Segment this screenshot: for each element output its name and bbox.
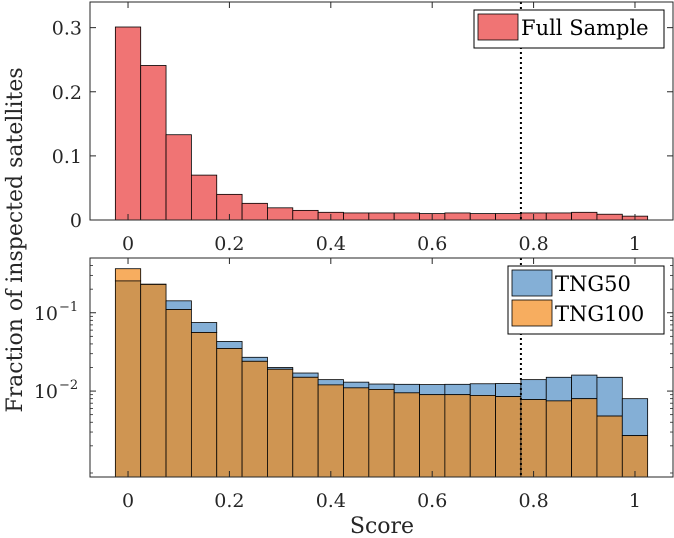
y-tick-label-exponent: −1 (59, 300, 78, 315)
bar-full-sample (114, 26, 142, 221)
bar-full-sample (190, 174, 218, 221)
y-tick-label-exponent: −2 (59, 378, 78, 393)
top-panel: 0 0.2 0.4 0.6 0.8 1 0 0.1 0.2 0.3 Full Sample (52, 1, 674, 255)
bar-tng50 (571, 374, 598, 400)
bar-tng50 (469, 383, 496, 396)
bar-tng50 (190, 322, 218, 333)
x-tick-label: 0.4 (316, 233, 346, 255)
bar-tng50 (419, 384, 446, 396)
bar-full-sample (241, 202, 268, 221)
bar-tng100 (114, 268, 142, 282)
bar-overlap (343, 387, 370, 478)
bar-tng50 (596, 376, 623, 417)
bar-overlap (114, 280, 142, 478)
legend-label: Full Sample (521, 16, 649, 40)
bar-overlap (216, 348, 243, 478)
x-axis-label: Score (350, 514, 414, 538)
x-tick-label: 0.6 (417, 490, 447, 512)
bar-tng50 (621, 398, 649, 437)
bar-full-sample (368, 212, 395, 221)
bar-full-sample (495, 213, 522, 221)
bar-overlap (241, 360, 268, 478)
bar-overlap (165, 309, 192, 478)
bar-full-sample (571, 211, 598, 221)
x-tick-label: 0 (122, 233, 134, 255)
bar-tng50 (444, 383, 471, 396)
bar-full-sample (545, 212, 573, 221)
x-tick-label: 0.2 (214, 233, 244, 255)
bar-tng50 (545, 376, 573, 402)
y-tick-label: 0.2 (52, 82, 82, 104)
bar-tng50 (165, 300, 192, 310)
bar-overlap (621, 435, 649, 478)
x-tick-label: 0.2 (214, 490, 244, 512)
x-tick-label: 0 (122, 490, 134, 512)
bar-full-sample (444, 212, 471, 221)
legend-swatch (477, 13, 519, 41)
legend-swatch (511, 269, 553, 297)
bar-full-sample (267, 207, 294, 221)
bar-full-sample (469, 213, 496, 221)
bar-overlap (368, 389, 395, 478)
bar-tng50 (317, 379, 344, 386)
bar-tng50 (241, 356, 268, 362)
bar-overlap (292, 376, 319, 478)
bar-tng50 (368, 383, 395, 390)
y-tick-label: 10 (34, 381, 58, 403)
bar-overlap (267, 368, 294, 478)
y-tick-label: 10 (34, 303, 58, 325)
bar-tng50 (292, 372, 319, 378)
bar-tng50 (520, 379, 547, 400)
bar-tng50 (495, 383, 522, 398)
legend-label: TNG100 (555, 302, 644, 326)
x-tick-label: 0.8 (518, 233, 548, 255)
y-axis-label: Fraction of inspected satellites (3, 67, 28, 412)
axes-frame (89, 1, 674, 221)
bar-overlap (140, 284, 167, 478)
x-tick-label: 1 (629, 233, 641, 255)
bar-overlap (596, 415, 623, 478)
legend-swatch (511, 299, 553, 327)
y-tick-label: 0.3 (52, 18, 82, 40)
bar-full-sample (596, 213, 623, 221)
bar-full-sample (292, 209, 319, 221)
bar-full-sample (140, 65, 167, 221)
bar-overlap (469, 395, 496, 478)
bar-overlap (545, 400, 573, 478)
bar-overlap (190, 332, 218, 478)
x-tick-label: 0.4 (316, 490, 346, 512)
bar-full-sample (393, 212, 420, 221)
bar-full-sample (343, 212, 370, 221)
bar-overlap (419, 394, 446, 478)
x-tick-label: 0.8 (518, 490, 548, 512)
bar-full-sample (165, 134, 192, 221)
bar-overlap (520, 399, 547, 478)
bar-tng50 (216, 341, 243, 349)
legend-label: TNG50 (555, 272, 631, 296)
y-tick-label: 0 (70, 210, 82, 232)
x-tick-label: 0.6 (417, 233, 447, 255)
x-tick-label: 1 (629, 490, 641, 512)
y-tick-label: 0.1 (52, 146, 82, 168)
bar-overlap (393, 392, 420, 478)
bar-overlap (317, 384, 344, 478)
bar-overlap (444, 394, 471, 478)
bar-overlap (495, 396, 522, 478)
bar-overlap (571, 398, 598, 478)
bar-tng50 (393, 383, 420, 394)
bar-tng50 (343, 381, 370, 389)
